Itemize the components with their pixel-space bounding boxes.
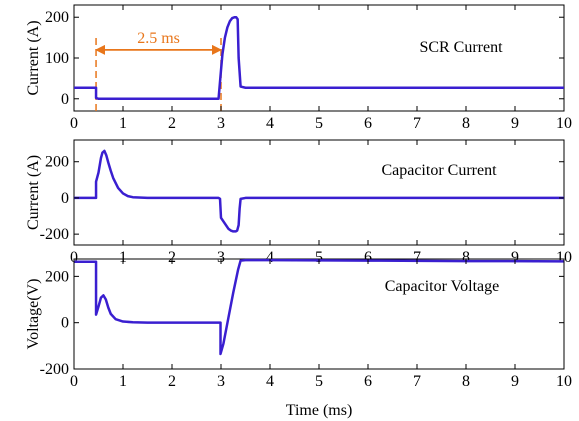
x-tick-label: 5 (315, 115, 323, 132)
panel-title: Capacitor Current (381, 162, 497, 179)
panel-title: SCR Current (419, 39, 503, 56)
x-tick-label: 8 (462, 115, 470, 132)
x-tick-label: 9 (511, 249, 519, 266)
x-tick-label: 6 (364, 249, 372, 266)
x-tick-label: 2 (168, 115, 176, 132)
plot-area (73, 4, 565, 112)
y-tick-label: 0 (61, 315, 69, 332)
x-tick-label: 8 (462, 373, 470, 390)
x-tick-label: 2 (168, 373, 176, 390)
x-tick-label: 0 (70, 115, 78, 132)
x-tick-label: 4 (266, 249, 274, 266)
plot-area (73, 258, 565, 370)
annotation-layer: 2.5 ms (95, 30, 222, 113)
panel-title: Capacitor Voltage (385, 278, 500, 295)
x-tick-label: 4 (266, 115, 274, 132)
y-axis-label: Voltage(V) (25, 279, 42, 350)
x-tick-label: 7 (413, 115, 421, 132)
y-tick-label: 0 (61, 190, 69, 207)
annotation-label: 2.5 ms (137, 30, 180, 47)
y-axis-label: Current (A) (25, 155, 42, 230)
x-tick-label: 9 (511, 373, 519, 390)
x-tick-label: 0 (70, 249, 78, 266)
x-tick-label: 5 (315, 373, 323, 390)
x-tick-label: 3 (217, 373, 225, 390)
series-line (74, 149, 564, 233)
x-tick-label: 2 (168, 249, 176, 266)
y-tick-label: 200 (45, 268, 69, 285)
y-tick-label: -200 (40, 361, 69, 378)
x-tick-label: 8 (462, 249, 470, 266)
y-tick-label: -200 (40, 226, 69, 243)
x-tick-label: 10 (556, 115, 572, 132)
x-tick-label: 1 (119, 115, 127, 132)
x-tick-label: 4 (266, 373, 274, 390)
x-tick-label: 7 (413, 249, 421, 266)
x-tick-label: 7 (413, 373, 421, 390)
y-axis-label: Current (A) (25, 20, 42, 95)
series-line (74, 15, 564, 101)
x-tick-label: 6 (364, 115, 372, 132)
plot-area (73, 139, 565, 246)
y-tick-label: 0 (61, 91, 69, 108)
series-line (74, 258, 565, 356)
x-tick-label: 3 (217, 249, 225, 266)
x-tick-label: 3 (217, 115, 225, 132)
x-tick-label: 9 (511, 115, 519, 132)
x-tick-label: 1 (119, 373, 127, 390)
x-axis-label: Time (ms) (286, 402, 353, 419)
x-tick-label: 5 (315, 249, 323, 266)
y-tick-label: 200 (45, 9, 69, 26)
x-tick-label: 0 (70, 373, 78, 390)
x-tick-label: 1 (119, 249, 127, 266)
x-tick-label: 10 (556, 373, 572, 390)
x-tick-label: 6 (364, 373, 372, 390)
y-tick-label: 200 (45, 154, 69, 171)
y-tick-label: 100 (45, 50, 69, 67)
